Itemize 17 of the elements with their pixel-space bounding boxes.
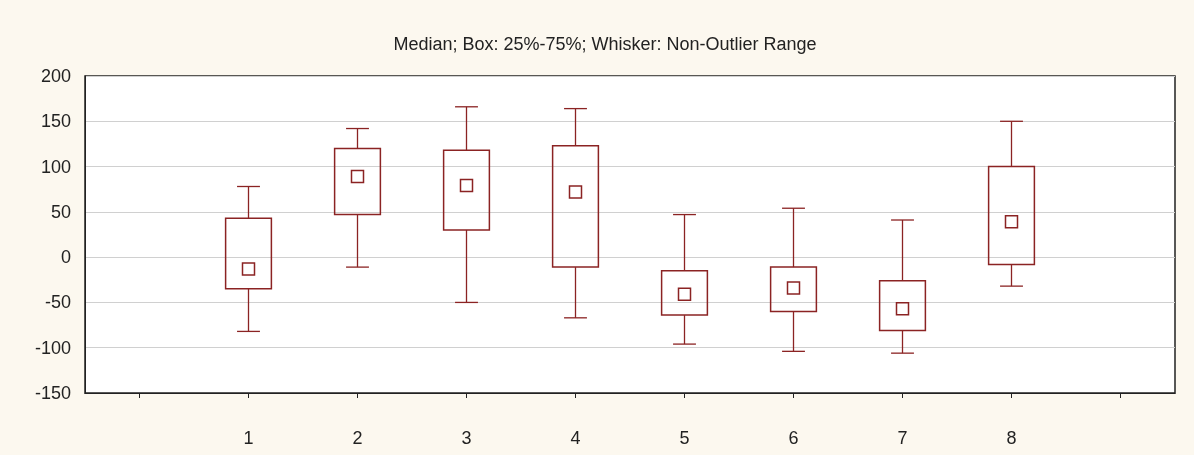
x-tick-label: 6 xyxy=(788,428,799,448)
y-tick-label: 150 xyxy=(40,111,71,132)
x-tick-label: 1 xyxy=(243,428,254,448)
x-tick-label: 2 xyxy=(352,428,363,448)
y-tick-label: 50 xyxy=(50,201,71,222)
x-tick-label: 4 xyxy=(570,428,581,448)
x-tick-label: 8 xyxy=(1006,428,1017,448)
y-tick-label: -150 xyxy=(34,383,71,403)
y-tick-label: 100 xyxy=(40,156,71,177)
x-tick-label: 7 xyxy=(897,428,908,448)
y-tick-label: 0 xyxy=(60,247,71,268)
y-tick-label: -100 xyxy=(34,337,71,358)
y-tick-label: 200 xyxy=(40,66,71,86)
x-tick-label: 5 xyxy=(679,428,690,448)
x-tick-label: 3 xyxy=(461,428,472,448)
chart-title: Median; Box: 25%-75%; Whisker: Non-Outlier Range xyxy=(393,34,817,54)
y-tick-label: -50 xyxy=(44,292,71,313)
